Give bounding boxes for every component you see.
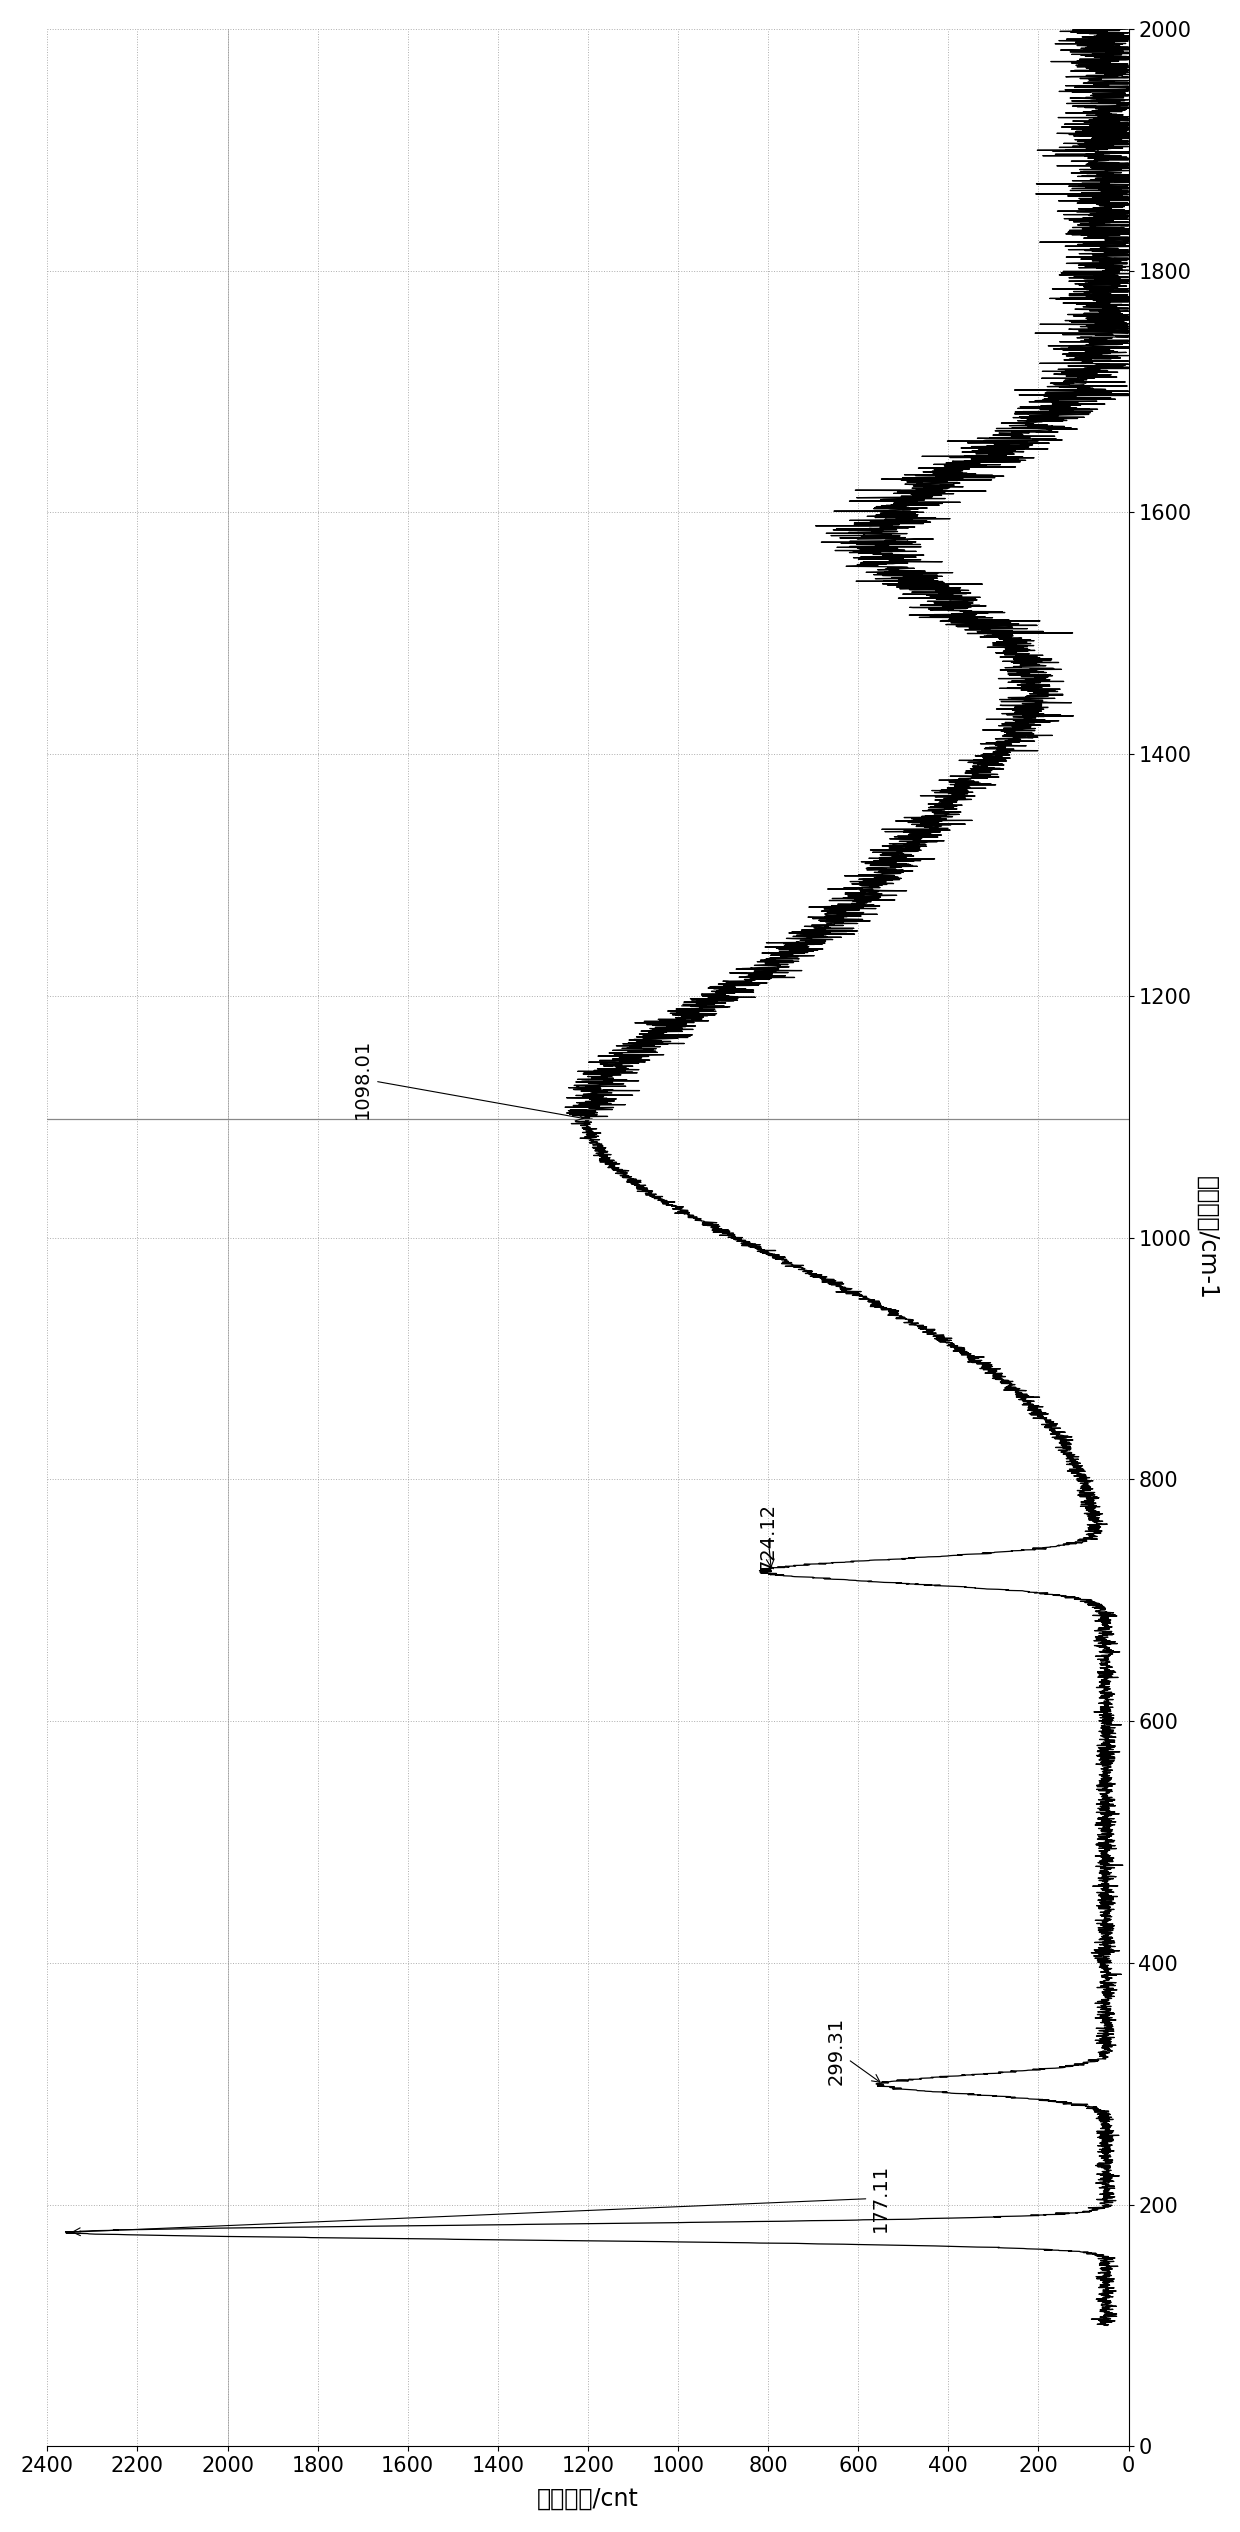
Y-axis label: 拉曼位移/cm-1: 拉曼位移/cm-1 [1195, 1175, 1219, 1299]
Text: 177.11: 177.11 [72, 2165, 890, 2236]
X-axis label: 拉曼强度/cnt: 拉曼强度/cnt [537, 2486, 639, 2512]
Text: 299.31: 299.31 [826, 2015, 880, 2084]
Text: 724.12: 724.12 [759, 1504, 777, 1570]
Text: 1098.01: 1098.01 [353, 1038, 584, 1122]
